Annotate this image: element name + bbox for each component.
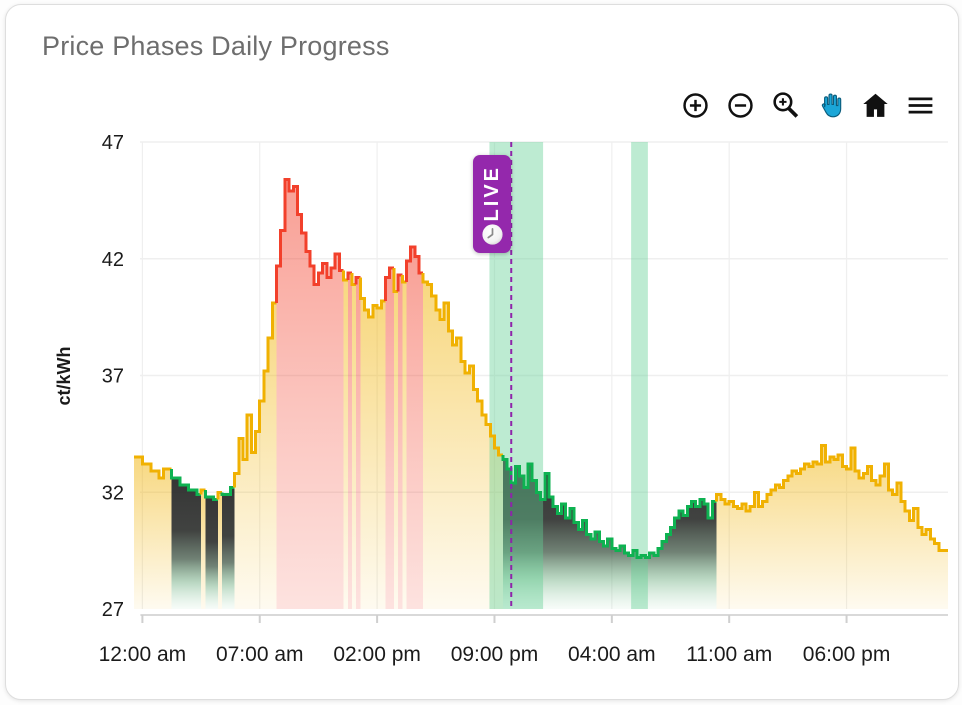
reset-button[interactable] bbox=[857, 87, 893, 123]
line-normal bbox=[358, 277, 386, 319]
area-normal bbox=[234, 303, 277, 609]
line-expensive bbox=[404, 245, 424, 283]
live-badge-label: LIVE bbox=[481, 165, 504, 222]
pan-icon bbox=[821, 93, 841, 117]
line-normal bbox=[134, 455, 172, 480]
area-expensive bbox=[347, 272, 352, 609]
zoom-out-icon bbox=[727, 92, 753, 118]
area-normal bbox=[716, 445, 948, 609]
area-normal bbox=[351, 284, 357, 609]
line-cheap bbox=[501, 454, 717, 560]
area-normal bbox=[201, 489, 206, 609]
area-normal bbox=[217, 492, 223, 609]
zoom-out-button[interactable] bbox=[722, 87, 758, 123]
clock-icon bbox=[482, 224, 503, 245]
area-cheap bbox=[502, 459, 717, 609]
x-tick-label: 11:00 am bbox=[686, 643, 772, 666]
y-tick-label: 37 bbox=[102, 366, 124, 388]
line-normal bbox=[233, 301, 277, 488]
price-step-lines bbox=[134, 177, 948, 560]
x-tick-label: 04:00 am bbox=[568, 643, 656, 666]
chart-modebar bbox=[677, 87, 938, 123]
x-tick-label: 02:00 pm bbox=[333, 643, 421, 666]
y-tick-label: 47 bbox=[102, 132, 124, 154]
zoom-in-icon bbox=[682, 92, 708, 118]
page-title: Price Phases Daily Progress bbox=[42, 31, 390, 61]
line-expensive bbox=[383, 266, 394, 301]
line-cheap bbox=[220, 486, 235, 497]
menu-icon bbox=[908, 96, 932, 114]
y-axis-title: ct/kWh bbox=[54, 346, 74, 405]
y-tick-label: 27 bbox=[102, 599, 124, 621]
line-cheap bbox=[203, 489, 218, 501]
area-cheap bbox=[171, 478, 202, 609]
x-tick-label: 12:00 am bbox=[99, 643, 187, 666]
x-tick-label: 09:00 pm bbox=[451, 643, 539, 666]
area-expensive bbox=[356, 277, 361, 609]
zoom-in-button[interactable] bbox=[677, 87, 713, 123]
highlight-window bbox=[631, 142, 648, 609]
area-normal bbox=[343, 279, 348, 609]
line-cheap bbox=[170, 468, 202, 497]
area-expensive bbox=[276, 179, 344, 610]
area-normal bbox=[402, 282, 407, 609]
menu-button[interactable] bbox=[902, 87, 938, 123]
line-normal bbox=[715, 444, 948, 553]
x-tick-label: 07:00 am bbox=[216, 643, 304, 666]
area-cheap bbox=[222, 487, 235, 609]
area-cheap bbox=[205, 496, 218, 609]
area-normal bbox=[134, 457, 172, 609]
y-tick-label: 32 bbox=[102, 482, 124, 504]
area-normal bbox=[423, 282, 503, 609]
reset-icon bbox=[862, 93, 888, 117]
area-expensive bbox=[406, 247, 424, 609]
live-badge: LIVE bbox=[473, 155, 512, 253]
area-normal bbox=[360, 298, 386, 609]
y-tick-label: 42 bbox=[102, 249, 124, 271]
phase-area-fills bbox=[134, 179, 948, 610]
area-normal bbox=[393, 291, 399, 609]
price-phases-card: Price Phases Daily Progress 27 32 37 42 47 12… bbox=[5, 4, 959, 700]
axes bbox=[140, 614, 948, 623]
area-expensive bbox=[398, 275, 403, 609]
box-zoom-button[interactable] bbox=[767, 87, 803, 123]
x-tick-label: 06:00 pm bbox=[803, 643, 891, 666]
line-normal bbox=[421, 272, 503, 457]
box-zoom-icon bbox=[772, 91, 798, 118]
area-expensive bbox=[385, 268, 394, 609]
chart-canvas[interactable]: 27 32 37 42 47 12:00 am 07:00 am 02:00 pm 09:00 … bbox=[6, 5, 958, 699]
line-expensive bbox=[275, 177, 344, 304]
pan-button[interactable] bbox=[812, 87, 848, 123]
